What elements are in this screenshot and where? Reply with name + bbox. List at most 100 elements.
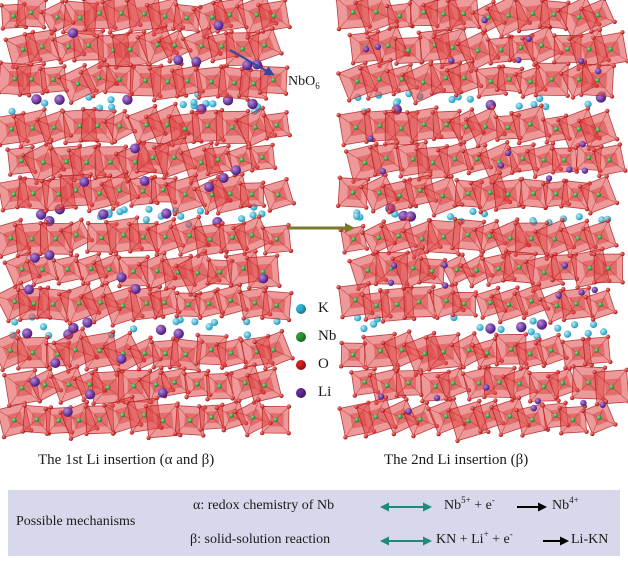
o-atom	[431, 330, 437, 336]
o-atom	[555, 7, 561, 13]
o-atom	[431, 213, 437, 218]
o-atom	[434, 105, 439, 110]
nb-atom	[594, 348, 600, 353]
li-atom	[545, 175, 553, 182]
nb-atom	[429, 268, 435, 274]
o-atom	[107, 30, 113, 35]
nb-atom	[452, 156, 458, 162]
nb-atom	[141, 11, 147, 17]
nb-atom	[507, 413, 513, 419]
li-atom	[387, 279, 395, 286]
o-atom	[30, 144, 35, 150]
nb-atom	[187, 233, 193, 239]
o-atom	[486, 282, 491, 287]
o-atom	[380, 319, 386, 324]
o-atom	[260, 180, 266, 185]
o-atom	[557, 405, 562, 411]
nbo6-octahedron	[58, 217, 95, 253]
nb-atom	[164, 122, 170, 128]
o-atom	[96, 251, 101, 257]
o-atom	[148, 199, 154, 204]
nb-atom	[230, 235, 236, 240]
o-atom	[284, 110, 289, 115]
nb-atom	[29, 236, 35, 242]
o-atom	[178, 252, 183, 257]
legend-item-k: K	[296, 300, 329, 317]
o-atom	[45, 334, 50, 340]
k-atom	[584, 329, 592, 337]
o-atom	[544, 140, 549, 145]
nb-atom	[541, 384, 547, 390]
o-atom	[570, 95, 576, 100]
o-atom	[611, 63, 616, 68]
o-atom	[556, 332, 561, 338]
k-atom	[466, 95, 474, 103]
li-atom	[530, 404, 537, 412]
o-atom	[127, 93, 133, 98]
nb-atom	[422, 351, 428, 357]
nb-atom	[217, 269, 223, 275]
o-atom	[245, 97, 250, 102]
li-atom	[79, 176, 90, 187]
nb-atom	[117, 77, 122, 82]
nb-atom	[227, 12, 233, 18]
o-atom	[68, 100, 74, 105]
o-atom	[608, 359, 613, 365]
o-atom	[112, 109, 117, 114]
nb-atom	[127, 47, 133, 52]
o-atom	[543, 204, 549, 210]
nbo6-octahedron	[549, 145, 579, 175]
nb-atom	[433, 384, 438, 389]
o-atom	[117, 283, 122, 289]
nbo6-octahedron	[237, 180, 267, 209]
nb-atom	[516, 264, 522, 270]
o-atom	[43, 406, 48, 411]
o-atom	[584, 429, 589, 434]
o-atom	[246, 285, 252, 291]
o-atom	[614, 136, 620, 142]
nb-atom	[77, 123, 83, 129]
nbo6-octahedron	[247, 142, 278, 173]
nb-atom	[182, 192, 188, 198]
nb-atom	[217, 383, 222, 389]
o-atom	[357, 65, 363, 71]
nbo6-octahedron	[557, 404, 589, 436]
o-atom	[435, 315, 440, 321]
o-atom	[426, 406, 431, 411]
li-atom	[580, 399, 587, 407]
nbo6-octahedron	[485, 34, 517, 66]
o-atom	[446, 407, 451, 413]
beta-reactants: KN + Li+ + e-	[436, 529, 513, 548]
o-atom	[17, 175, 23, 180]
nb-atom	[208, 347, 214, 353]
nb-atom	[420, 80, 426, 85]
o-atom	[558, 71, 564, 76]
li-atom	[231, 165, 242, 176]
o-atom	[456, 251, 461, 257]
o-atom	[602, 365, 608, 370]
nb-atom	[252, 300, 258, 306]
o-atom	[534, 60, 539, 66]
nbo6-octahedron	[533, 60, 571, 98]
o-atom	[260, 315, 265, 320]
o-atom	[360, 223, 366, 229]
nbo6-octahedron	[444, 58, 484, 98]
nbo6-octahedron	[158, 366, 191, 399]
o-atom	[151, 365, 156, 370]
nb-atom	[242, 380, 248, 386]
o-atom	[291, 201, 296, 206]
o-atom	[513, 72, 518, 77]
o-atom	[457, 60, 463, 65]
o-atom	[288, 248, 294, 254]
o-atom	[568, 253, 573, 258]
o-atom	[146, 435, 151, 441]
nb-atom	[541, 157, 547, 163]
nb-atom	[19, 266, 25, 272]
nb-atom	[51, 125, 57, 130]
o-atom	[338, 364, 344, 369]
nb-atom	[229, 125, 235, 130]
o-atom	[219, 314, 224, 319]
nbo6-octahedron	[34, 285, 72, 323]
o-atom	[431, 34, 436, 39]
o-atom	[72, 58, 77, 63]
